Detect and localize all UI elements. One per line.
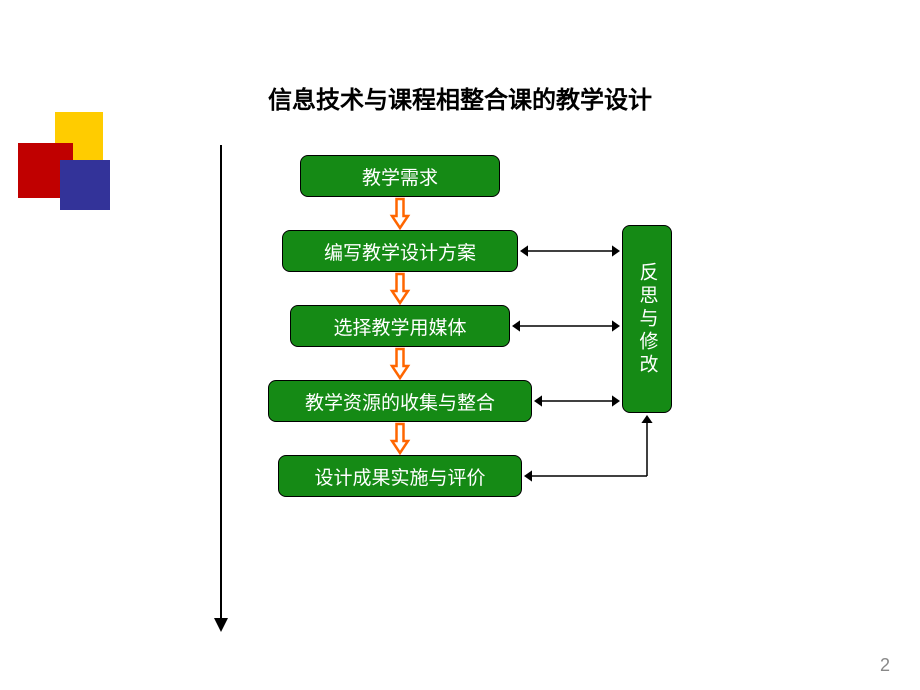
- timeline-line: [220, 145, 222, 620]
- flow-node-5: 设计成果实施与评价: [278, 455, 522, 497]
- flow-node-3: 选择教学用媒体: [290, 305, 510, 347]
- side-node-reflection: 反思与修改: [622, 225, 672, 413]
- flow-node-2: 编写教学设计方案: [282, 230, 518, 272]
- flow-node-label: 编写教学设计方案: [324, 238, 476, 265]
- flow-node-label: 选择教学用媒体: [333, 313, 466, 340]
- flow-node-label: 教学资源的收集与整合: [305, 388, 495, 415]
- page-number: 2: [880, 655, 890, 676]
- flow-node-label: 设计成果实施与评价: [314, 463, 485, 490]
- slide-title: 信息技术与课程相整合课的教学设计: [0, 80, 920, 115]
- flow-node-4: 教学资源的收集与整合: [268, 380, 532, 422]
- logo-square-blue: [60, 160, 110, 210]
- side-node-label: 反思与修改: [634, 262, 661, 377]
- timeline-arrowhead: [214, 618, 228, 632]
- flow-node-1: 教学需求: [300, 155, 500, 197]
- flow-node-label: 教学需求: [362, 163, 438, 190]
